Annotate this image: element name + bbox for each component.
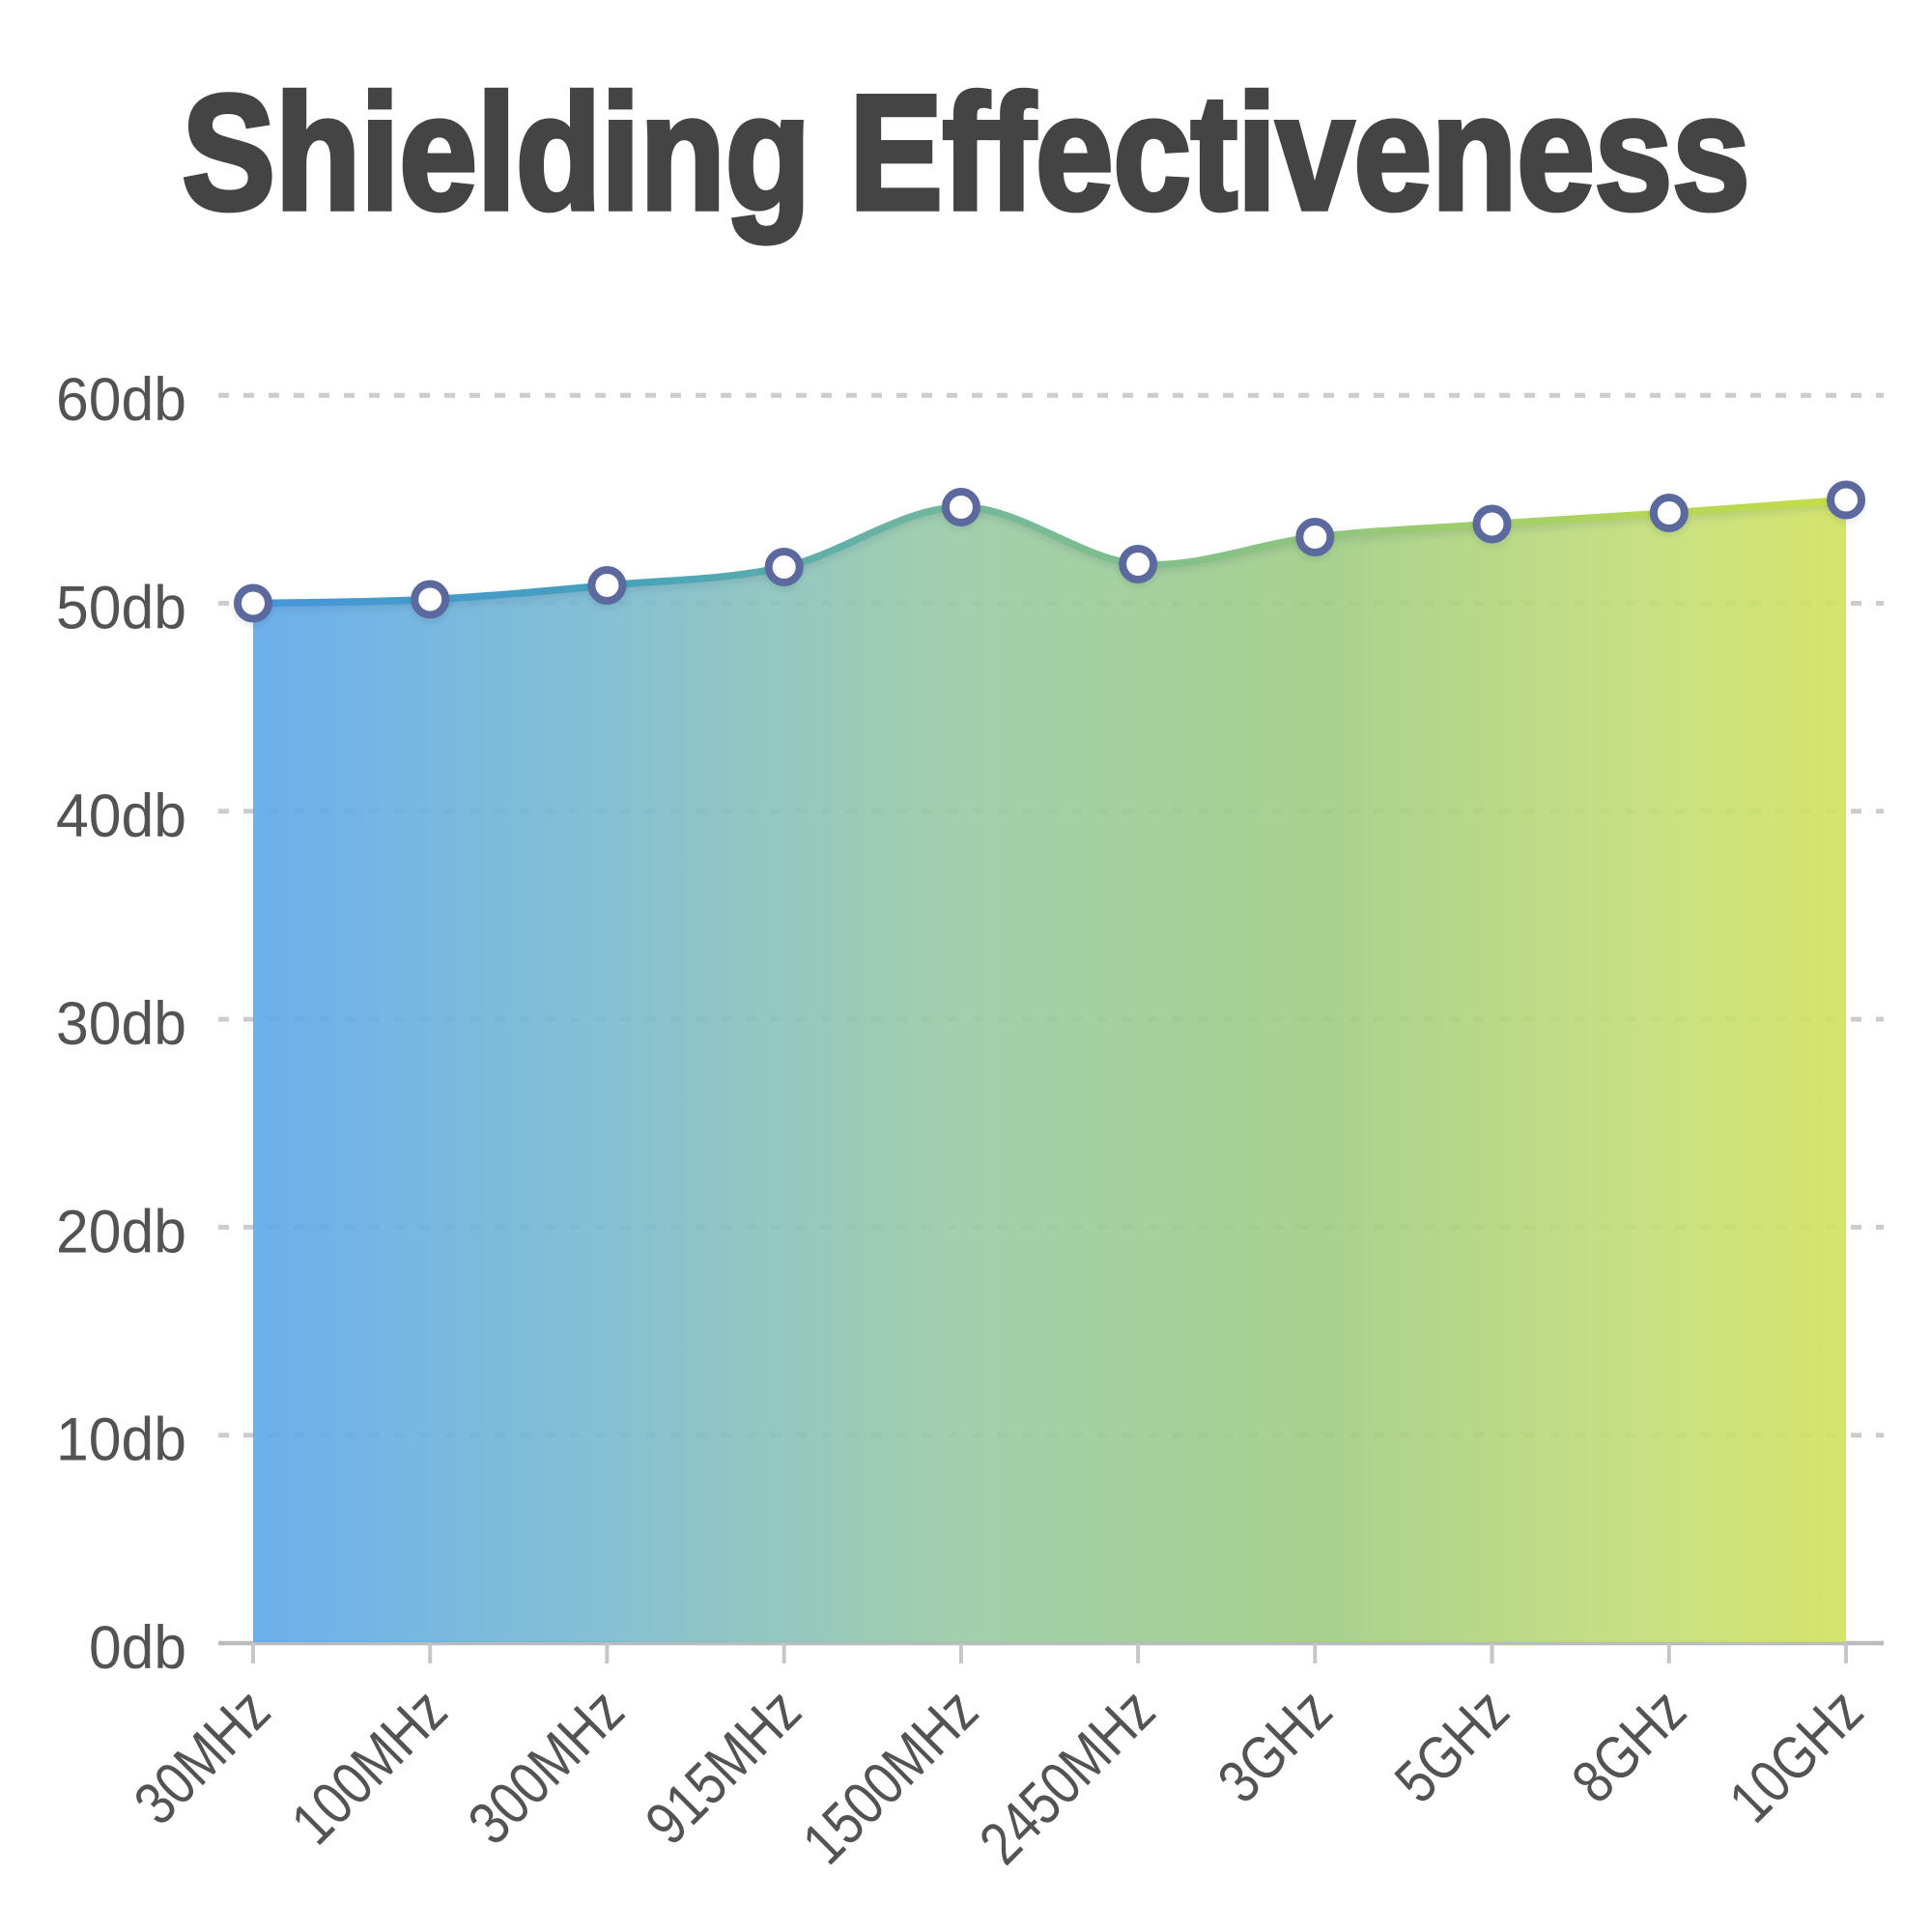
svg-text:50db: 50db [56,575,186,642]
svg-text:60db: 60db [56,366,186,434]
svg-text:20db: 20db [56,1198,186,1265]
svg-text:0db: 0db [89,1614,186,1682]
svg-text:10db: 10db [56,1406,186,1474]
svg-text:40db: 40db [56,782,186,850]
svg-text:Shielding Effectiveness: Shielding Effectiveness [183,61,1750,243]
svg-text:30db: 30db [56,990,186,1058]
